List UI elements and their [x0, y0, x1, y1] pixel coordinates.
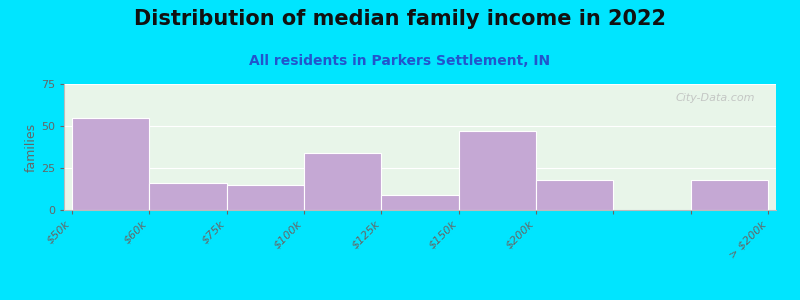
Bar: [149, 183, 226, 210]
Bar: [458, 131, 536, 210]
Bar: [691, 180, 768, 210]
Bar: [304, 153, 382, 210]
Text: Distribution of median family income in 2022: Distribution of median family income in …: [134, 9, 666, 29]
Bar: [382, 195, 458, 210]
Text: All residents in Parkers Settlement, IN: All residents in Parkers Settlement, IN: [250, 54, 550, 68]
Bar: [72, 118, 149, 210]
Bar: [226, 185, 304, 210]
Text: City-Data.com: City-Data.com: [675, 93, 754, 103]
Bar: [536, 180, 614, 210]
Y-axis label: families: families: [25, 122, 38, 172]
